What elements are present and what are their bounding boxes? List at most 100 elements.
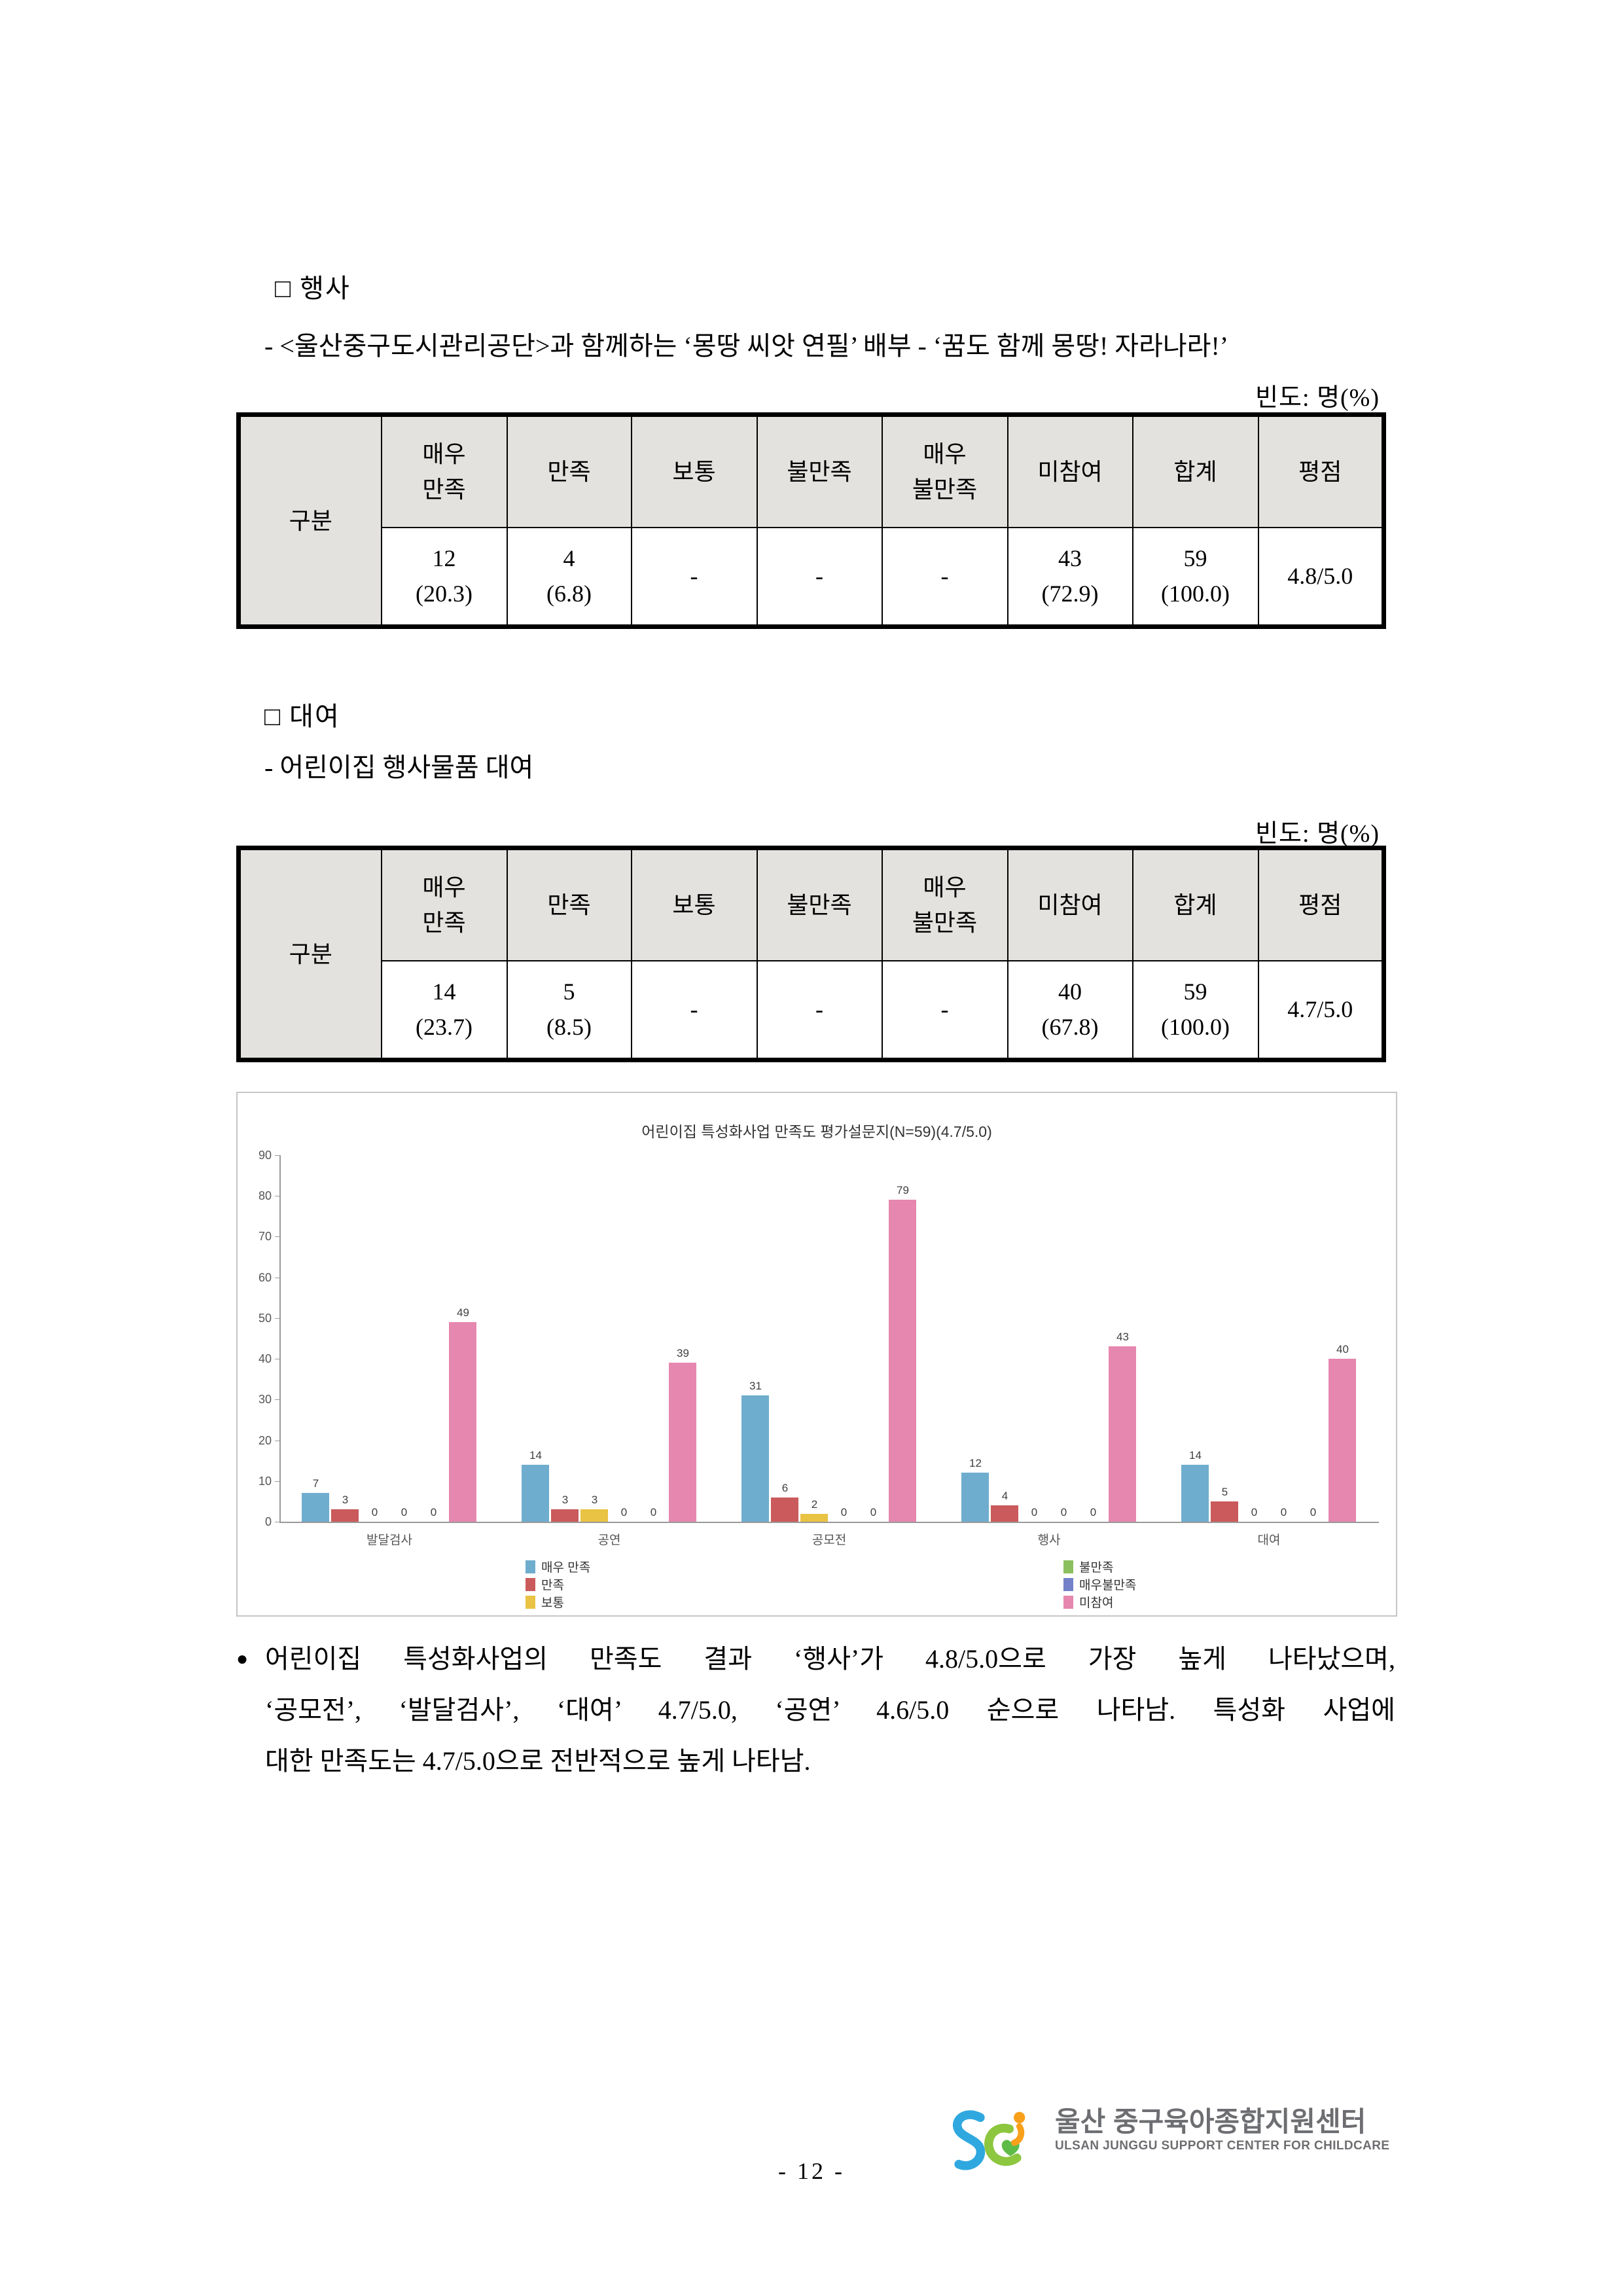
y-tick-label: 50: [258, 1311, 272, 1325]
y-tick-label: 90: [258, 1149, 272, 1162]
bar-value-label: 0: [430, 1506, 437, 1518]
bar-value-label: 0: [1280, 1506, 1287, 1518]
summary-line: 어린이집 특성화사업의 만족도 결과 ‘행사’가 4.8/5.0으로 가장 높게…: [265, 1644, 1395, 1674]
y-tick-mark: [275, 1318, 279, 1319]
bar-value-label: 0: [1031, 1506, 1038, 1518]
section-heading-event: □ 행사: [275, 274, 351, 303]
organization-logo: 울산 중구육아종합지원센터 ULSAN JUNGGU SUPPORT CENTE…: [948, 2106, 1389, 2179]
bar-value-label: 0: [650, 1506, 657, 1518]
bar-value-label: 2: [811, 1498, 818, 1511]
table-header-cell: 매우 불만족: [881, 414, 1008, 528]
category-label: 공모전: [812, 1534, 847, 1547]
table-cell: 40 (67.8): [1007, 960, 1133, 1061]
bar-value-label: 3: [562, 1494, 569, 1506]
section-heading-rental: □ 대여: [264, 702, 340, 731]
legend-item: 만족: [526, 1575, 564, 1593]
x-axis: [279, 1522, 1379, 1523]
table-cell: -: [756, 526, 883, 628]
table-header-cell: 불만족: [756, 847, 883, 961]
logo-mark-icon: [948, 2106, 1044, 2179]
bar-value-label: 0: [1090, 1506, 1097, 1518]
bar: [1109, 1346, 1136, 1522]
legend-item: 불만족: [1063, 1558, 1113, 1575]
y-tick-mark: [275, 1236, 279, 1238]
bar-value-label: 7: [312, 1477, 319, 1490]
bar-value-label: 0: [1251, 1506, 1258, 1518]
table-header-cell: 미참여: [1007, 414, 1133, 528]
chart-title: 어린이집 특성화사업 만족도 평가설문지(N=59)(4.7/5.0): [641, 1123, 992, 1140]
table-header-cell: 평점: [1257, 847, 1385, 961]
bar: [771, 1498, 798, 1522]
legend-label: 매우 만족: [541, 1561, 591, 1575]
bar: [741, 1395, 769, 1522]
summary-paragraph: ● 어린이집 특성화사업의 만족도 결과 ‘행사’가 4.8/5.0으로 가장 …: [236, 1634, 1395, 1787]
table-cell: 4.7/5.0: [1257, 960, 1385, 1061]
y-tick-mark: [275, 1399, 279, 1401]
table-header-cell: 매우 만족: [380, 414, 508, 528]
unit-note-rental: 빈도: 명(%): [1255, 820, 1380, 848]
bar-value-label: 0: [371, 1506, 378, 1518]
bar-value-label: 4: [1001, 1490, 1008, 1502]
table-cell: 12 (20.3): [380, 526, 508, 628]
table-header-cell: 미참여: [1007, 847, 1133, 961]
bullet-icon: ●: [236, 1648, 249, 1670]
table-corner-label: 구분: [238, 414, 382, 628]
bar-value-label: 0: [620, 1506, 628, 1518]
summary-line: 대한 만족도는 4.7/5.0으로 전반적으로 높게 나타남.: [265, 1746, 811, 1776]
y-tick-label: 80: [258, 1189, 272, 1203]
legend-label: 만족: [541, 1579, 564, 1592]
legend-swatch: [526, 1595, 535, 1609]
bar-value-label: 3: [591, 1494, 598, 1506]
bar-value-label: 0: [840, 1506, 847, 1518]
table-cell: 4 (6.8): [506, 526, 632, 628]
bar-value-label: 0: [1060, 1506, 1067, 1518]
legend-label: 매우불만족: [1079, 1579, 1137, 1592]
table-cell: 4.8/5.0: [1257, 526, 1385, 628]
y-tick-mark: [275, 1480, 279, 1482]
table-corner-label: 구분: [238, 847, 382, 1061]
table-cell: 5 (8.5): [506, 960, 632, 1061]
category-label: 행사: [1037, 1534, 1061, 1547]
legend-swatch: [1063, 1560, 1073, 1573]
legend-item: 미참여: [1063, 1593, 1113, 1611]
bar-value-label: 40: [1336, 1343, 1349, 1355]
table-header-cell: 보통: [630, 414, 758, 528]
table-header-cell: 매우 불만족: [881, 847, 1008, 961]
table-cell: -: [756, 960, 883, 1061]
y-tick-mark: [275, 1155, 279, 1156]
table-header-cell: 보통: [630, 847, 758, 961]
table-cell: -: [630, 526, 758, 628]
legend-swatch: [1063, 1595, 1073, 1609]
legend-label: 미참여: [1079, 1596, 1114, 1610]
table-cell: -: [881, 960, 1008, 1061]
legend-swatch: [526, 1560, 535, 1573]
bar: [302, 1493, 329, 1522]
logo-english-text: ULSAN JUNGGU SUPPORT CENTER FOR CHILDCAR…: [1055, 2139, 1390, 2153]
unit-note-event: 빈도: 명(%): [1255, 384, 1380, 412]
table-header-cell: 만족: [506, 414, 632, 528]
bar: [800, 1514, 828, 1522]
legend-label: 불만족: [1079, 1561, 1114, 1575]
y-tick-label: 10: [258, 1474, 272, 1488]
bar-value-label: 14: [1189, 1449, 1202, 1462]
legend-label: 보통: [541, 1596, 564, 1610]
bar: [991, 1505, 1018, 1522]
table-header-cell: 만족: [506, 847, 632, 961]
table-cell: -: [881, 526, 1008, 628]
y-tick-label: 20: [258, 1433, 272, 1447]
legend-item: 보통: [526, 1593, 564, 1611]
bar-value-label: 0: [870, 1506, 877, 1518]
bar-value-label: 31: [749, 1380, 762, 1392]
bar-value-label: 14: [529, 1449, 542, 1462]
bar: [669, 1363, 696, 1522]
section-desc-rental: - 어린이집 행사물품 대여: [264, 753, 534, 782]
table-header-cell: 불만족: [756, 414, 883, 528]
bar-value-label: 6: [781, 1482, 789, 1494]
legend-item: 매우불만족: [1063, 1575, 1136, 1593]
page-number: - 12 -: [778, 2158, 845, 2184]
table-header-cell: 합계: [1132, 414, 1259, 528]
bar: [889, 1200, 916, 1522]
table-cell: -: [630, 960, 758, 1061]
bar: [522, 1465, 549, 1522]
